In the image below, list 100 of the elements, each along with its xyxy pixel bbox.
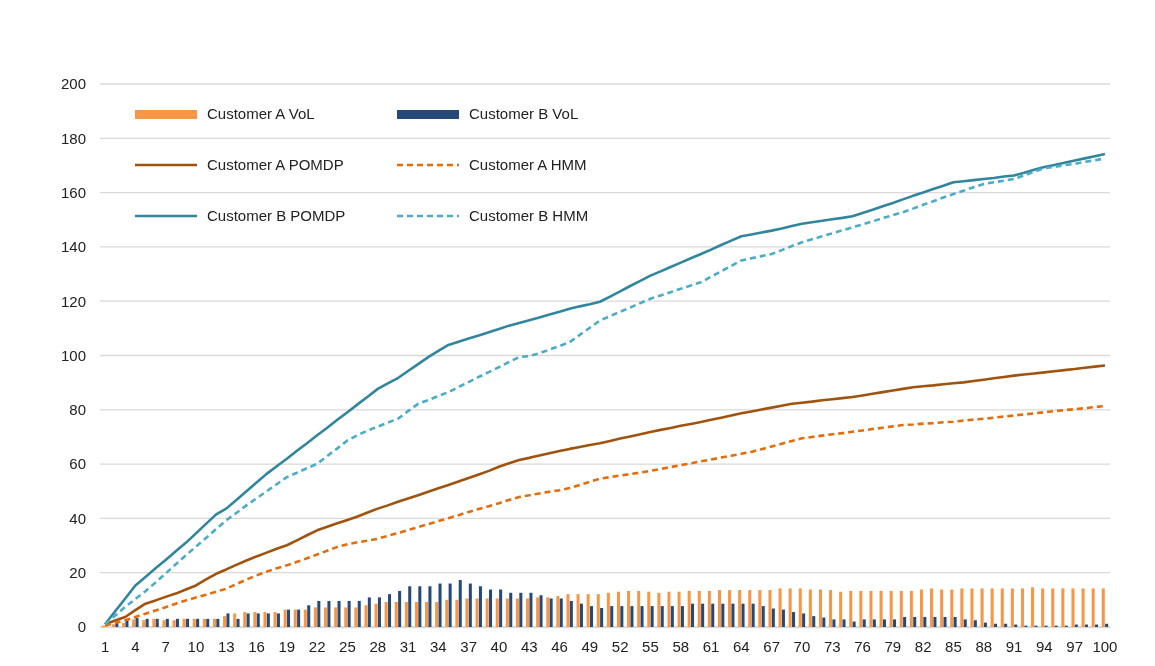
bar [829,590,833,627]
bar [455,599,459,627]
x-tick-label: 67 [763,637,780,655]
bar [283,609,287,627]
bar [872,619,876,627]
bar [1051,588,1055,627]
bar [852,621,856,627]
y-tick-label: 40 [69,509,86,527]
bar [717,590,721,627]
bar [425,602,429,627]
bar [586,594,590,627]
bar [1010,588,1014,627]
bar [616,591,620,627]
bar [933,616,937,627]
bar [627,590,631,627]
bar [1000,588,1004,627]
bar [802,613,806,627]
bar [600,608,604,627]
bar [468,583,472,627]
bar [711,603,715,627]
bar [788,588,792,627]
bar [182,618,186,627]
bar [893,619,897,627]
x-tick-label: 70 [793,637,811,655]
bar [667,591,671,627]
y-tick-label: 80 [69,401,86,419]
x-tick-label: 94 [1036,637,1053,655]
bar [606,592,610,627]
bar [388,594,392,627]
bar [576,594,580,627]
bar [324,607,328,627]
bar [509,592,513,627]
bar [798,588,802,627]
x-tick-label: 73 [823,637,841,655]
x-tick-label: 85 [945,637,962,655]
bar [404,602,408,627]
bar [526,598,530,627]
y-tick-label: 160 [60,183,86,201]
bar [354,607,358,627]
x-tick-label: 31 [399,637,417,655]
bar [808,589,812,627]
bar [620,606,624,627]
x-tick-label: 25 [339,637,356,655]
bar [334,607,338,627]
bar [670,606,674,627]
bar [973,620,977,627]
bar [832,619,836,627]
bar [707,590,711,627]
bar [307,605,311,627]
bar [377,597,381,627]
bar [445,599,449,627]
bar [691,603,695,627]
bar [768,590,772,627]
bar [344,607,348,627]
bar [233,613,237,627]
y-tick-label: 60 [69,455,86,473]
bar [647,591,651,627]
bar [566,594,570,627]
bar [1101,588,1105,627]
bar [731,603,735,627]
bar [660,606,664,627]
x-tick-label: 64 [733,637,750,655]
bar [499,589,503,627]
bar [428,586,432,627]
bar [293,609,297,627]
bar [758,590,762,627]
x-tick-label: 61 [702,637,720,655]
x-tick-label: 43 [520,637,538,655]
bar [1091,588,1095,627]
bar [202,618,206,627]
x-tick-label: 82 [914,637,932,655]
x-tick-label: 7 [161,637,170,655]
bar [1071,588,1075,627]
bar [983,622,987,627]
bar [842,619,846,627]
bar [701,603,705,627]
bar [212,618,216,627]
y-tick-label: 140 [60,238,86,256]
bar [435,602,439,627]
bar [960,588,964,627]
bar [1020,588,1024,627]
bar [1061,588,1065,627]
bar [943,616,947,627]
bar [953,616,957,627]
x-tick-label: 55 [642,637,659,655]
x-tick-label: 49 [581,637,599,655]
bar [680,606,684,627]
bar [781,609,785,627]
bar [869,590,873,627]
x-tick-label: 13 [217,637,235,655]
bar [236,618,240,627]
bar [657,592,661,627]
y-tick-label: 180 [60,129,86,147]
bar [374,603,378,627]
bar [882,619,886,627]
bar [748,590,752,627]
bar [489,589,493,627]
bar [889,590,893,627]
bar [930,588,934,627]
bar [1031,587,1035,627]
